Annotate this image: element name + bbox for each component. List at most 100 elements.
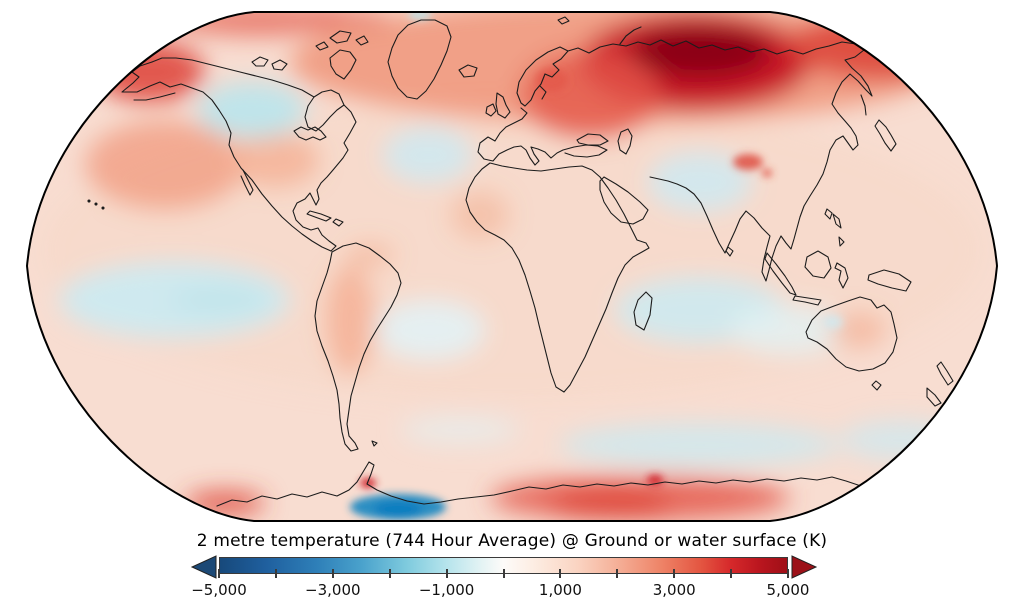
anomaly-blob-eastant-red-spot: [647, 475, 663, 485]
coast-scandinavia: [516, 46, 569, 107]
coast-banks-island: [251, 56, 269, 67]
anomaly-blob-satlantic-cool: [375, 300, 485, 360]
coast-new-guinea: [867, 269, 912, 292]
colorbar-tick: [730, 569, 733, 578]
coast-great-lakes: [293, 126, 327, 141]
coast-victoria-island: [271, 59, 288, 71]
plot-title: 2 metre temperature (744 Hour Average) @…: [196, 531, 828, 551]
coast-hispaniola: [332, 218, 344, 227]
coast-new-zealand-north: [936, 361, 954, 386]
colorbar: −5,000 −3,000 −1,000 1,000 3,000 5,000: [190, 555, 818, 604]
anomaly-blob-south-america-warm: [325, 265, 375, 375]
coast-philippines-1: [832, 213, 842, 229]
coast-sulawesi: [834, 262, 849, 289]
colorbar-tick: [787, 569, 789, 578]
coastlines: [87, 16, 954, 507]
anomaly-field: [42, 12, 982, 520]
coast-sakhalin: [860, 94, 867, 116]
anomaly-blob-southern-ocean-cool-3: [400, 415, 520, 445]
anomaly-blob-eq-pacific-core: [170, 284, 270, 316]
colorbar-tick: [673, 569, 676, 578]
anomaly-blob-wafrica-warm: [450, 190, 510, 240]
colorbar-right-arrow: [791, 555, 818, 579]
colorbar-left-arrow: [190, 555, 217, 579]
coast-asia: [567, 39, 873, 282]
coast-tasmania: [871, 380, 882, 391]
coast-caspian: [617, 128, 633, 155]
colorbar-tick: [388, 569, 391, 578]
colorbar-tick: [274, 569, 277, 578]
coast-gulf-atlantic: [292, 104, 357, 252]
coast-hawaii-1: [87, 199, 91, 203]
coast-japan: [874, 119, 897, 152]
map-outline: [25, 11, 999, 522]
colorbar-labels: −5,000 −3,000 −1,000 1,000 3,000 5,000: [191, 581, 809, 601]
coast-sri-lanka: [725, 246, 734, 257]
anomaly-blob-alaska-red: [95, 42, 205, 102]
anomaly-blob-southern-ocean-cool-1: [560, 423, 840, 467]
colorbar-tick: [559, 569, 562, 578]
colorbar-tick-label: −3,000: [305, 581, 361, 599]
coast-greenland: [387, 19, 452, 100]
colorbar-tick: [502, 569, 505, 578]
colorbar-tick: [616, 569, 619, 578]
coast-sumatra: [764, 252, 797, 296]
coast-black-sea: [576, 133, 609, 146]
colorbar-right-arrow-shape: [791, 555, 818, 579]
coast-arabia: [599, 176, 649, 225]
coast-ireland: [485, 103, 497, 117]
coast-africa: [465, 162, 650, 393]
coast-arctic-canada: [151, 57, 315, 98]
anomaly-blob-central-asia-cool: [648, 152, 752, 212]
colorbar-tick-label: −5,000: [191, 581, 247, 599]
coast-iceland: [458, 64, 478, 78]
coast-madagascar: [633, 291, 653, 331]
coast-south-america: [314, 242, 402, 452]
colorbar-tick-label: −1,000: [418, 581, 475, 599]
anomaly-blob-peninsula-red-spot: [360, 478, 376, 488]
coast-baltic: [539, 85, 547, 100]
anomaly-blob-arctic-streak-west: [170, 12, 350, 36]
coast-hawaii-3: [101, 206, 105, 210]
coast-borneo: [804, 250, 832, 279]
colorbar-tick-label: 5,000: [766, 581, 810, 599]
anomaly-blob-canada-cool: [197, 82, 307, 138]
coast-cuba: [306, 210, 332, 222]
anomaly-blob-siberia-core: [630, 26, 770, 78]
coast-falklands: [371, 440, 378, 447]
colorbar-ticks: [218, 557, 789, 581]
coast-taiwan: [824, 208, 833, 220]
coast-hudson-bay: [304, 89, 345, 132]
anomaly-blob-npacific-warm: [85, 120, 245, 210]
colorbar-tick: [445, 569, 448, 578]
anomaly-blob-finland-red: [536, 68, 568, 92]
colorbar-left-arrow-shape: [190, 555, 217, 579]
coast-great-britain: [495, 92, 511, 119]
coast-antarctica: [216, 461, 874, 507]
coast-ellesmere: [329, 30, 352, 44]
coast-arctic-isle-2: [355, 35, 369, 46]
coast-java: [792, 295, 822, 306]
coast-svalbard: [557, 16, 570, 25]
coast-novaya-zemlya: [619, 26, 642, 45]
colorbar-tick-label: 3,000: [652, 581, 696, 599]
coast-baja: [240, 169, 254, 196]
anomaly-blob-venezuela-warm: [345, 243, 395, 267]
anomaly-blob-australia-cool-dot: [823, 315, 843, 329]
anomaly-blob-tibet-red-dot: [762, 169, 772, 177]
anomaly-blob-east-europe-red: [520, 50, 660, 140]
colorbar-tick: [218, 569, 220, 578]
anomaly-blob-antarctic-red-core: [550, 491, 670, 519]
coast-aleutians: [133, 92, 176, 101]
coast-hawaii-2: [94, 202, 98, 206]
colorbar-tick-label: 1,000: [538, 581, 582, 599]
anomaly-blob-fareast-red: [790, 12, 970, 80]
coast-philippines-2: [838, 236, 845, 247]
anomaly-blob-australia-warm: [830, 312, 886, 348]
coast-new-zealand-south: [926, 387, 942, 407]
colorbar-tick: [331, 569, 334, 578]
anomaly-blob-xinjiang-red: [733, 154, 763, 170]
coast-arctic-isle-1: [315, 41, 329, 51]
